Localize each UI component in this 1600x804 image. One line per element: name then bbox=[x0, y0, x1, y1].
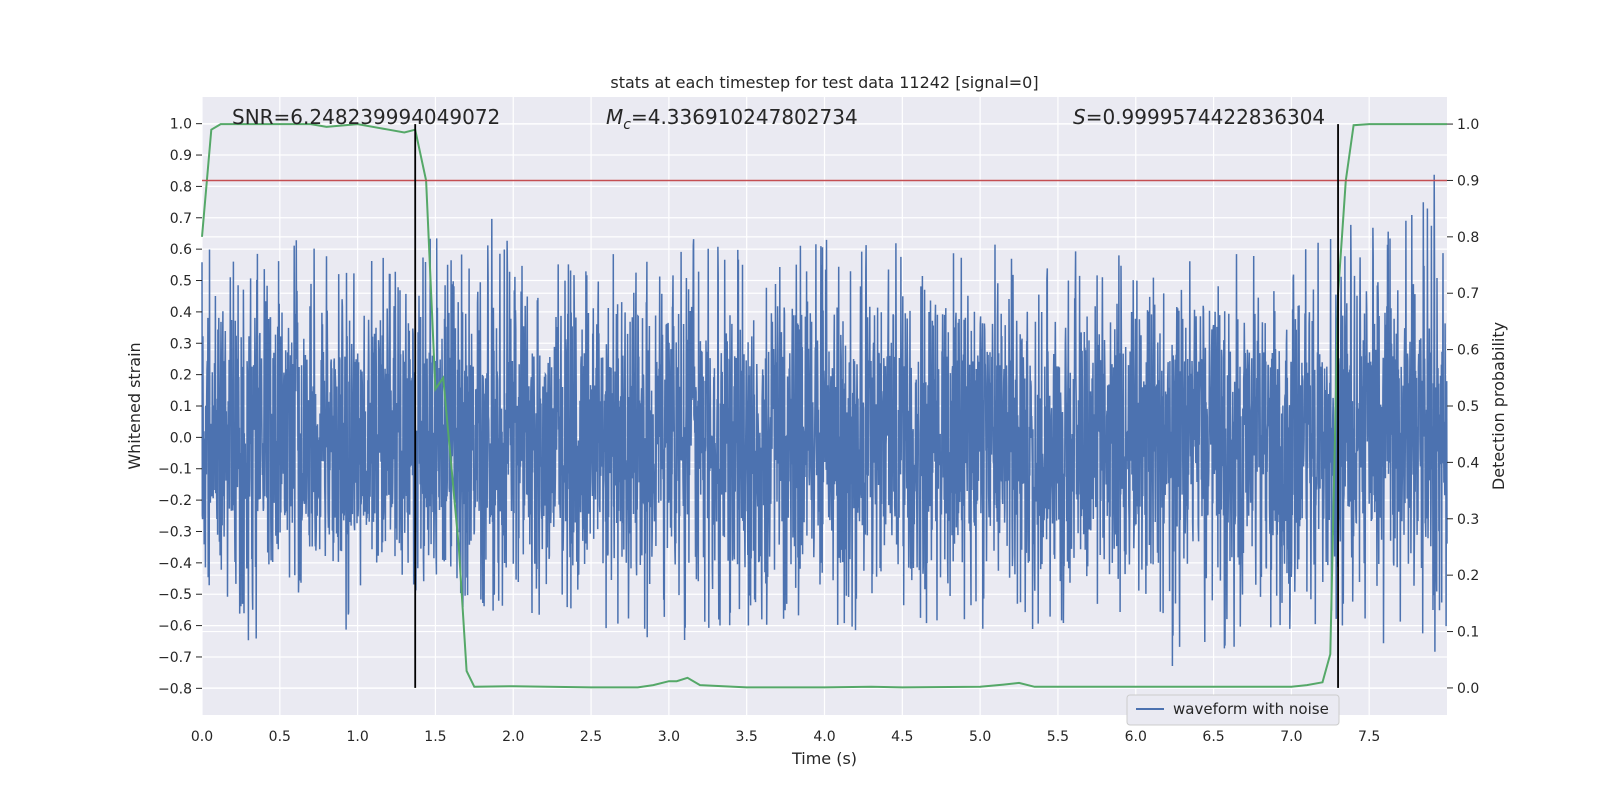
chirp-mass-value: =4.336910247802734 bbox=[631, 105, 858, 129]
chirp-mass-annotation: Mc=4.336910247802734 bbox=[606, 105, 858, 133]
y-tick-label: −0.5 bbox=[158, 587, 192, 603]
y2-axis-title: Detection probability bbox=[1489, 322, 1508, 490]
y-tick-label: −0.8 bbox=[158, 681, 192, 697]
x-tick-label: 3.5 bbox=[736, 729, 758, 745]
y2-tick-label: 0.5 bbox=[1457, 399, 1479, 415]
overlay-lines bbox=[202, 124, 1447, 688]
y-tick-label: −0.1 bbox=[158, 462, 192, 478]
legend: waveform with noise bbox=[1126, 694, 1340, 726]
x-tick-label: 6.0 bbox=[1125, 729, 1147, 745]
y-tick-label: −0.4 bbox=[158, 556, 192, 572]
y-tick-label: 0.6 bbox=[170, 242, 192, 258]
x-axis-title: Time (s) bbox=[791, 749, 857, 768]
score-symbol: S bbox=[1073, 105, 1086, 129]
y2-tick-label: 0.0 bbox=[1457, 681, 1479, 697]
y-tick-label: 0.8 bbox=[170, 179, 192, 195]
y-axis-title: Whitened strain bbox=[125, 342, 144, 469]
snr-annotation: SNR=6.248239994049072 bbox=[232, 105, 500, 129]
x-tick-label: 4.5 bbox=[891, 729, 913, 745]
x-tick-label: 7.5 bbox=[1358, 729, 1380, 745]
chart-title: stats at each timestep for test data 112… bbox=[610, 73, 1038, 92]
y-tick-label: −0.2 bbox=[158, 493, 192, 509]
y-tick-label: 0.5 bbox=[170, 274, 192, 290]
y2-tick-label: 0.9 bbox=[1457, 173, 1479, 189]
x-tick-label: 6.5 bbox=[1202, 729, 1224, 745]
y-tick-label: 1.0 bbox=[170, 117, 192, 133]
y-tick-label: 0.4 bbox=[170, 305, 192, 321]
y2-tick-label: 0.3 bbox=[1457, 512, 1479, 528]
waveform-line bbox=[201, 174, 1448, 667]
probability-line bbox=[201, 123, 1447, 689]
x-tick-label: 5.5 bbox=[1047, 729, 1069, 745]
x-tick-label: 3.0 bbox=[658, 729, 680, 745]
y-tick-label: 0.0 bbox=[170, 430, 192, 446]
chirp-mass-subscript: c bbox=[623, 117, 631, 133]
y2-tick-label: 0.2 bbox=[1457, 568, 1479, 584]
y2-tick-label: 1.0 bbox=[1457, 117, 1479, 133]
y-tick-label: −0.6 bbox=[158, 619, 192, 635]
legend-box bbox=[1126, 694, 1340, 726]
score-value: =0.9999574422836304 bbox=[1086, 105, 1325, 129]
y2-tick-label: 0.1 bbox=[1457, 625, 1479, 641]
score-annotation: S=0.9999574422836304 bbox=[1073, 105, 1325, 129]
y-tick-label: −0.3 bbox=[158, 524, 192, 540]
x-tick-label: 5.0 bbox=[969, 729, 991, 745]
tick-labels: 0.0 0.5 1.0 1.5 2.0 2.5 3.0 3.5 4.0 4.5 5.0 5.5 6.0 6… bbox=[158, 117, 1479, 745]
probability-series bbox=[201, 123, 1447, 689]
y2-tick-label: 0.7 bbox=[1457, 286, 1479, 302]
x-tick-label: 7.0 bbox=[1280, 729, 1302, 745]
waveform-series bbox=[201, 174, 1448, 667]
x-tick-label: 4.0 bbox=[813, 729, 835, 745]
x-tick-label: 0.0 bbox=[191, 729, 213, 745]
y-tick-label: 0.1 bbox=[170, 399, 192, 415]
x-tick-label: 1.0 bbox=[346, 729, 368, 745]
y-tick-label: 0.9 bbox=[170, 148, 192, 164]
y-tick-label: 0.2 bbox=[170, 368, 192, 384]
chirp-mass-symbol: M bbox=[606, 105, 623, 129]
y-tick-label: −0.7 bbox=[158, 650, 192, 666]
legend-label: waveform with noise bbox=[1173, 700, 1329, 718]
x-tick-label: 0.5 bbox=[269, 729, 291, 745]
x-tick-label: 2.5 bbox=[580, 729, 602, 745]
x-tick-label: 1.5 bbox=[424, 729, 446, 745]
y-tick-label: 0.7 bbox=[170, 211, 192, 227]
x-tick-label: 2.0 bbox=[502, 729, 524, 745]
y2-tick-label: 0.6 bbox=[1457, 343, 1479, 359]
y2-tick-label: 0.8 bbox=[1457, 230, 1479, 246]
y-tick-label: 0.3 bbox=[170, 336, 192, 352]
y2-tick-label: 0.4 bbox=[1457, 455, 1479, 471]
